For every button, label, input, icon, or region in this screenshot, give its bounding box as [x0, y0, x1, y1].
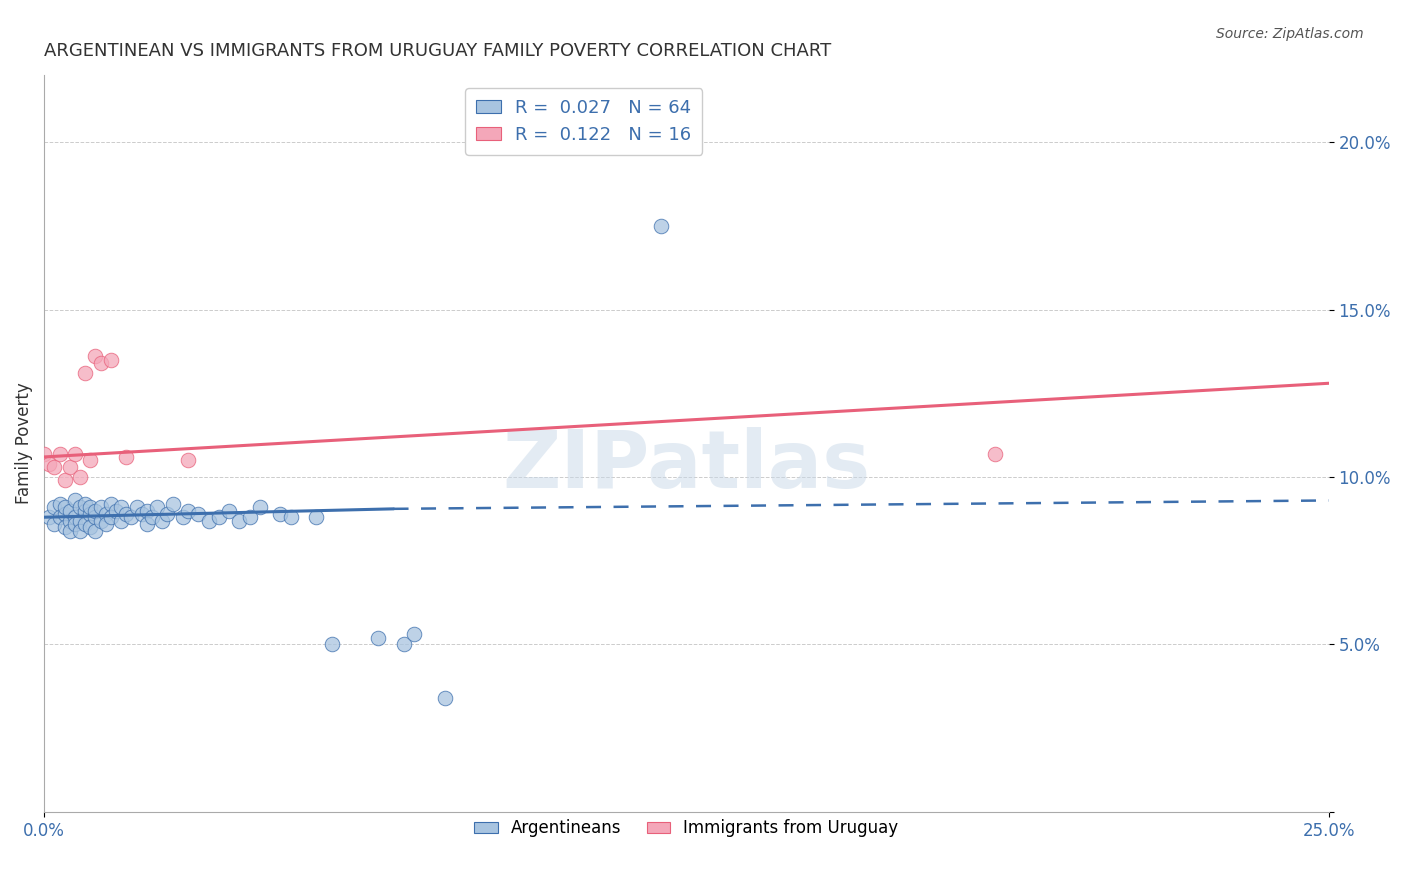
- Point: [79, 507, 101, 521]
- Point: [100, 352, 122, 367]
- Point: [172, 510, 194, 524]
- Point: [269, 507, 291, 521]
- Point: [650, 219, 672, 233]
- Point: [197, 514, 219, 528]
- Point: [156, 507, 179, 521]
- Point: [110, 514, 132, 528]
- Point: [53, 507, 76, 521]
- Point: [90, 356, 112, 370]
- Point: [69, 470, 91, 484]
- Text: ZIPatlas: ZIPatlas: [502, 426, 870, 505]
- Point: [75, 366, 97, 380]
- Point: [162, 497, 184, 511]
- Point: [79, 500, 101, 515]
- Y-axis label: Family Poverty: Family Poverty: [15, 383, 32, 504]
- Point: [239, 510, 262, 524]
- Point: [44, 500, 66, 515]
- Point: [59, 460, 82, 475]
- Point: [38, 457, 60, 471]
- Point: [75, 503, 97, 517]
- Point: [249, 500, 271, 515]
- Point: [79, 453, 101, 467]
- Point: [84, 524, 107, 538]
- Point: [228, 514, 250, 528]
- Point: [177, 503, 200, 517]
- Point: [84, 503, 107, 517]
- Point: [38, 510, 60, 524]
- Point: [53, 520, 76, 534]
- Point: [63, 493, 86, 508]
- Point: [125, 500, 148, 515]
- Point: [53, 474, 76, 488]
- Point: [321, 637, 343, 651]
- Text: ARGENTINEAN VS IMMIGRANTS FROM URUGUAY FAMILY POVERTY CORRELATION CHART: ARGENTINEAN VS IMMIGRANTS FROM URUGUAY F…: [44, 42, 831, 60]
- Point: [53, 500, 76, 515]
- Text: Source: ZipAtlas.com: Source: ZipAtlas.com: [1216, 27, 1364, 41]
- Point: [59, 514, 82, 528]
- Point: [94, 507, 117, 521]
- Point: [84, 510, 107, 524]
- Point: [94, 516, 117, 531]
- Point: [121, 510, 143, 524]
- Point: [135, 503, 157, 517]
- Point: [187, 507, 209, 521]
- Point: [59, 503, 82, 517]
- Point: [218, 503, 240, 517]
- Point: [69, 500, 91, 515]
- Point: [141, 510, 163, 524]
- Point: [69, 524, 91, 538]
- Point: [984, 447, 1007, 461]
- Point: [367, 631, 389, 645]
- Point: [75, 497, 97, 511]
- Point: [63, 516, 86, 531]
- Point: [32, 447, 55, 461]
- Point: [305, 510, 328, 524]
- Point: [63, 510, 86, 524]
- Point: [48, 510, 70, 524]
- Point: [280, 510, 302, 524]
- Point: [105, 503, 128, 517]
- Point: [48, 497, 70, 511]
- Legend: Argentineans, Immigrants from Uruguay: Argentineans, Immigrants from Uruguay: [468, 813, 905, 844]
- Point: [75, 516, 97, 531]
- Point: [404, 627, 426, 641]
- Point: [135, 516, 157, 531]
- Point: [100, 510, 122, 524]
- Point: [110, 500, 132, 515]
- Point: [177, 453, 200, 467]
- Point: [44, 460, 66, 475]
- Point: [84, 350, 107, 364]
- Point: [48, 447, 70, 461]
- Point: [115, 507, 138, 521]
- Point: [131, 507, 153, 521]
- Point: [392, 637, 415, 651]
- Point: [208, 510, 231, 524]
- Point: [63, 447, 86, 461]
- Point: [100, 497, 122, 511]
- Point: [146, 500, 169, 515]
- Point: [90, 500, 112, 515]
- Point: [44, 516, 66, 531]
- Point: [69, 514, 91, 528]
- Point: [115, 450, 138, 464]
- Point: [90, 514, 112, 528]
- Point: [433, 691, 456, 706]
- Point: [79, 520, 101, 534]
- Point: [59, 524, 82, 538]
- Point: [150, 514, 173, 528]
